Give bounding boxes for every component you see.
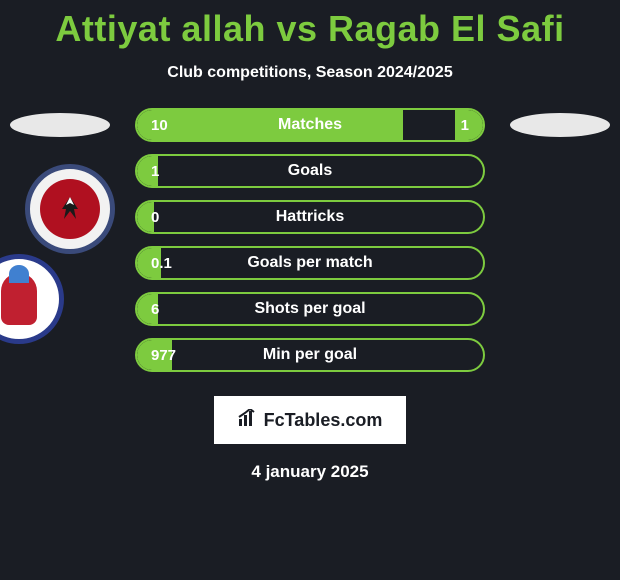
club-badge-left <box>25 164 115 254</box>
page-title: Attiyat allah vs Ragab El Safi <box>0 0 620 50</box>
player-left-silhouette <box>10 113 110 137</box>
club-badge-right <box>0 254 64 344</box>
stat-row: 6Shots per goal <box>135 292 485 326</box>
flame-icon <box>9 265 29 283</box>
chart-icon <box>238 409 260 432</box>
stat-row: 0.1Goals per match <box>135 246 485 280</box>
stat-label: Matches <box>137 116 483 134</box>
smouha-torch-icon <box>1 273 37 325</box>
stats-list: 10Matches1 1Goals 0Hattricks 0.1Goals per m… <box>135 108 485 384</box>
stat-label: Goals per match <box>137 254 483 272</box>
stat-label: Shots per goal <box>137 300 483 318</box>
stat-row: 0Hattricks <box>135 200 485 234</box>
attribution-text: FcTables.com <box>264 410 383 431</box>
stat-label: Goals <box>137 162 483 180</box>
al-ahly-crest-icon <box>40 179 100 239</box>
stat-label: Min per goal <box>137 346 483 364</box>
stat-label: Hattricks <box>137 208 483 226</box>
comparison-panel: 10Matches1 1Goals 0Hattricks 0.1Goals per m… <box>0 108 620 388</box>
stat-row: 1Goals <box>135 154 485 188</box>
date-label: 4 january 2025 <box>0 462 620 482</box>
attribution-badge: FcTables.com <box>214 396 406 444</box>
stat-row: 977Min per goal <box>135 338 485 372</box>
subtitle: Club competitions, Season 2024/2025 <box>0 64 620 82</box>
player-right-silhouette <box>510 113 610 137</box>
eagle-icon <box>52 191 88 227</box>
stat-row: 10Matches1 <box>135 108 485 142</box>
